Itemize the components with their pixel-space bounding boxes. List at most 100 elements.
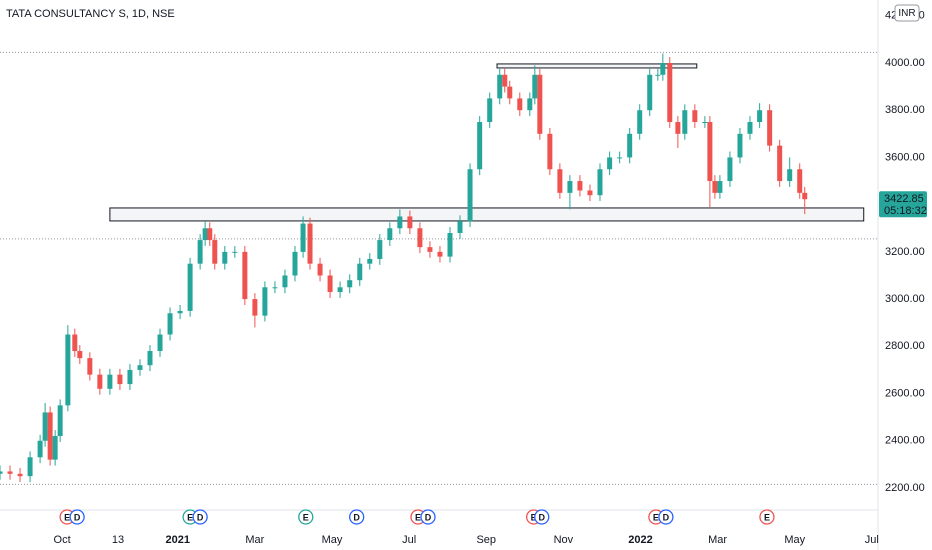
- candle-body: [27, 457, 33, 477]
- chart-title: TATA CONSULTANCY S, 1D, NSE: [6, 8, 175, 20]
- candle-body: [57, 405, 63, 437]
- candle-body: [77, 351, 83, 359]
- candle-body: [532, 74, 538, 99]
- candle-body: [797, 169, 803, 193]
- candle-body: [397, 216, 403, 229]
- x-tick-label: Nov: [554, 534, 574, 546]
- event-marker: [420, 509, 436, 525]
- candle-body: [292, 251, 298, 276]
- candle-body: [212, 240, 218, 264]
- candle-body: [347, 280, 353, 288]
- candle-body: [127, 369, 133, 385]
- event-marker: [658, 509, 674, 525]
- candle-body: [637, 110, 643, 134]
- candle-body: [117, 374, 123, 385]
- x-tick-label: May: [322, 534, 343, 546]
- y-tick-label: 3000.00: [885, 293, 925, 305]
- candle-body: [587, 190, 593, 196]
- candle-body: [202, 228, 208, 241]
- y-tick-label: 3800.00: [885, 104, 925, 116]
- event-label: E: [415, 512, 421, 522]
- candle-body: [527, 98, 533, 111]
- x-tick-label: Sep: [476, 534, 496, 546]
- candle-body: [457, 221, 463, 233]
- candle-body: [107, 374, 113, 389]
- candle-body: [802, 192, 808, 200]
- last-price-label: 3422.85: [884, 193, 924, 205]
- x-tick-label: Oct: [54, 534, 71, 546]
- event-label: D: [663, 512, 670, 522]
- candle-body: [447, 232, 453, 257]
- candle-body: [717, 181, 723, 193]
- x-tick-label: Jul: [402, 534, 416, 546]
- candle-body: [557, 169, 563, 193]
- candle-body: [367, 258, 373, 264]
- candle-body: [702, 122, 708, 124]
- event-label: D: [539, 512, 546, 522]
- event-label: E: [764, 512, 770, 522]
- countdown-label: 05:18:32: [884, 205, 927, 217]
- candle-body: [282, 275, 288, 288]
- candle-body: [567, 181, 573, 193]
- candle-body: [262, 287, 268, 316]
- candle-body: [427, 247, 433, 252]
- candle-body: [660, 62, 666, 75]
- x-tick-label: Mar: [708, 534, 727, 546]
- candle-body: [692, 110, 698, 123]
- candle-body: [547, 133, 553, 170]
- candle-body: [497, 74, 503, 99]
- event-label: E: [187, 512, 193, 522]
- candle-body: [157, 334, 163, 352]
- candle-body: [777, 145, 783, 182]
- candle-body: [65, 334, 71, 406]
- candle-body: [577, 181, 583, 191]
- candle-body: [177, 310, 183, 314]
- last-price-box: [879, 191, 927, 218]
- candle-body: [167, 313, 173, 335]
- currency-badge: [894, 4, 920, 22]
- candle-body: [242, 251, 248, 300]
- candle-body: [72, 334, 78, 352]
- candle-body: [477, 122, 483, 170]
- candle-body: [52, 436, 58, 460]
- y-tick-label: 2600.00: [885, 387, 925, 399]
- zone-box: [109, 207, 865, 222]
- zone-box: [496, 63, 698, 69]
- event-label: E: [531, 512, 537, 522]
- x-tick-label: May: [784, 534, 805, 546]
- candle-body: [712, 181, 718, 193]
- candle-body: [222, 251, 228, 264]
- candle-body: [317, 263, 323, 276]
- candle-body: [682, 110, 688, 134]
- candle-body: [87, 358, 93, 375]
- candle-body: [607, 157, 613, 170]
- x-tick-label: 2021: [166, 534, 190, 546]
- currency-label: INR: [898, 8, 915, 19]
- candle-body: [655, 74, 661, 76]
- candle-body: [675, 122, 681, 134]
- y-tick-label: 2800.00: [885, 340, 925, 352]
- candle-body: [207, 228, 213, 241]
- candle-body: [187, 263, 193, 311]
- candle-body: [437, 251, 443, 257]
- candle-body: [232, 251, 238, 253]
- candle-body: [377, 240, 383, 259]
- candle-body: [597, 169, 603, 196]
- y-tick-label: 2200.00: [885, 482, 925, 494]
- candle-body: [647, 74, 653, 111]
- candle-body: [17, 473, 23, 477]
- y-tick-label: 2400.00: [885, 435, 925, 447]
- candle-body: [300, 223, 306, 252]
- candle-body: [487, 98, 493, 123]
- y-tick-label: 3600.00: [885, 151, 925, 163]
- candle-body: [387, 228, 393, 241]
- x-tick-label: 13: [112, 534, 124, 546]
- event-marker: [759, 509, 775, 525]
- candle-body: [537, 74, 543, 134]
- event-marker: [192, 509, 208, 525]
- event-marker: [69, 509, 85, 525]
- candle-body: [757, 110, 763, 123]
- candle-body: [767, 110, 773, 146]
- event-label: E: [653, 512, 659, 522]
- candle-body: [337, 287, 343, 293]
